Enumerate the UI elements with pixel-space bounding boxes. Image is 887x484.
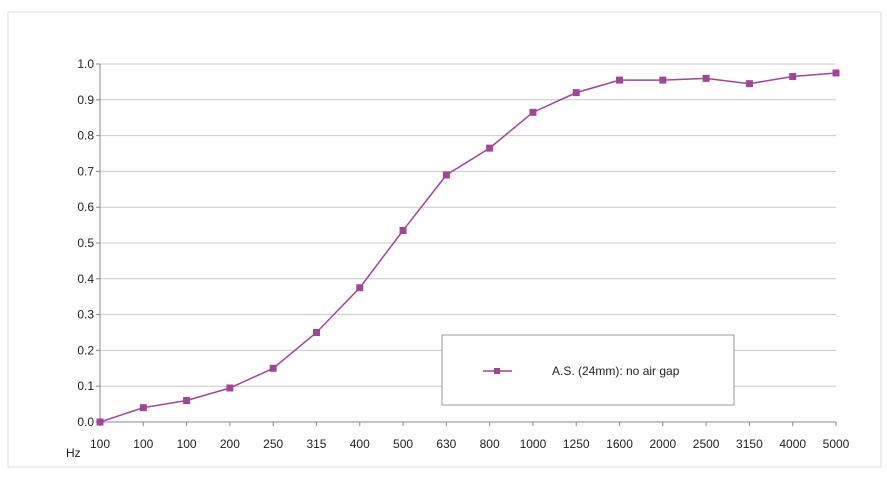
legend-label: A.S. (24mm): no air gap [552,364,680,378]
x-tick-label: 500 [393,437,413,451]
data-point [789,73,797,81]
x-tick-label: 250 [263,437,283,451]
x-tick-label: 200 [220,437,240,451]
data-point [356,284,364,292]
x-tick-label: 630 [436,437,456,451]
series-layer [96,69,840,426]
y-tick-label: 1.0 [77,57,94,71]
x-tick-label: 100 [90,437,110,451]
data-point [616,76,624,84]
y-tick-label: 0.9 [77,93,94,107]
y-tick-label: 0.4 [77,272,94,286]
x-tick-label: 1250 [563,437,590,451]
data-point [399,226,407,234]
x-tick-label: 1000 [520,437,547,451]
legend: A.S. (24mm): no air gap [441,334,735,406]
legend-marker [494,368,500,374]
series-line [99,72,837,423]
y-tick-label: 0.7 [77,164,94,178]
data-point [486,144,494,152]
x-tick-labels: 100 100 100 200 250 315 400 500 630 800 1000 1250 16… [90,437,850,451]
data-point [183,397,191,405]
axis-layer [96,63,837,426]
data-point [529,108,537,116]
y-tick-label: 0.0 [77,415,94,429]
data-point [745,80,753,88]
data-point [659,76,667,84]
x-tick-label: 4000 [779,437,806,451]
data-point [96,418,104,426]
x-unit-label: Hz [66,446,81,460]
x-tick-label: 400 [350,437,370,451]
data-point [226,384,234,392]
x-tick-label: 2500 [693,437,720,451]
x-tick-label: 5000 [823,437,850,451]
data-point [139,404,147,412]
y-tick-label: 0.2 [77,343,94,357]
x-tick-label: 3150 [736,437,763,451]
data-point [312,329,320,336]
y-tick-label: 0.3 [77,308,94,322]
y-tick-labels: 0.0 0.1 0.2 0.3 0.4 0.5 0.6 0.7 0.8 0.9 1.0 [77,57,94,429]
data-point [442,171,450,179]
y-tick-label: 0.6 [77,200,94,214]
data-point [702,74,710,82]
x-tick-label: 2000 [649,437,676,451]
y-tick-label: 0.1 [77,379,94,393]
data-point [572,89,580,97]
y-tick-label: 0.5 [77,236,94,250]
x-tick-label: 1600 [606,437,633,451]
x-tick-label: 100 [133,437,153,451]
legend-box [441,334,735,406]
data-point [832,69,840,77]
data-point [269,364,277,372]
x-tick-label: 315 [306,437,326,451]
y-tick-label: 0.8 [77,129,94,143]
x-tick-label: 800 [480,437,500,451]
x-tick-label: 100 [177,437,197,451]
